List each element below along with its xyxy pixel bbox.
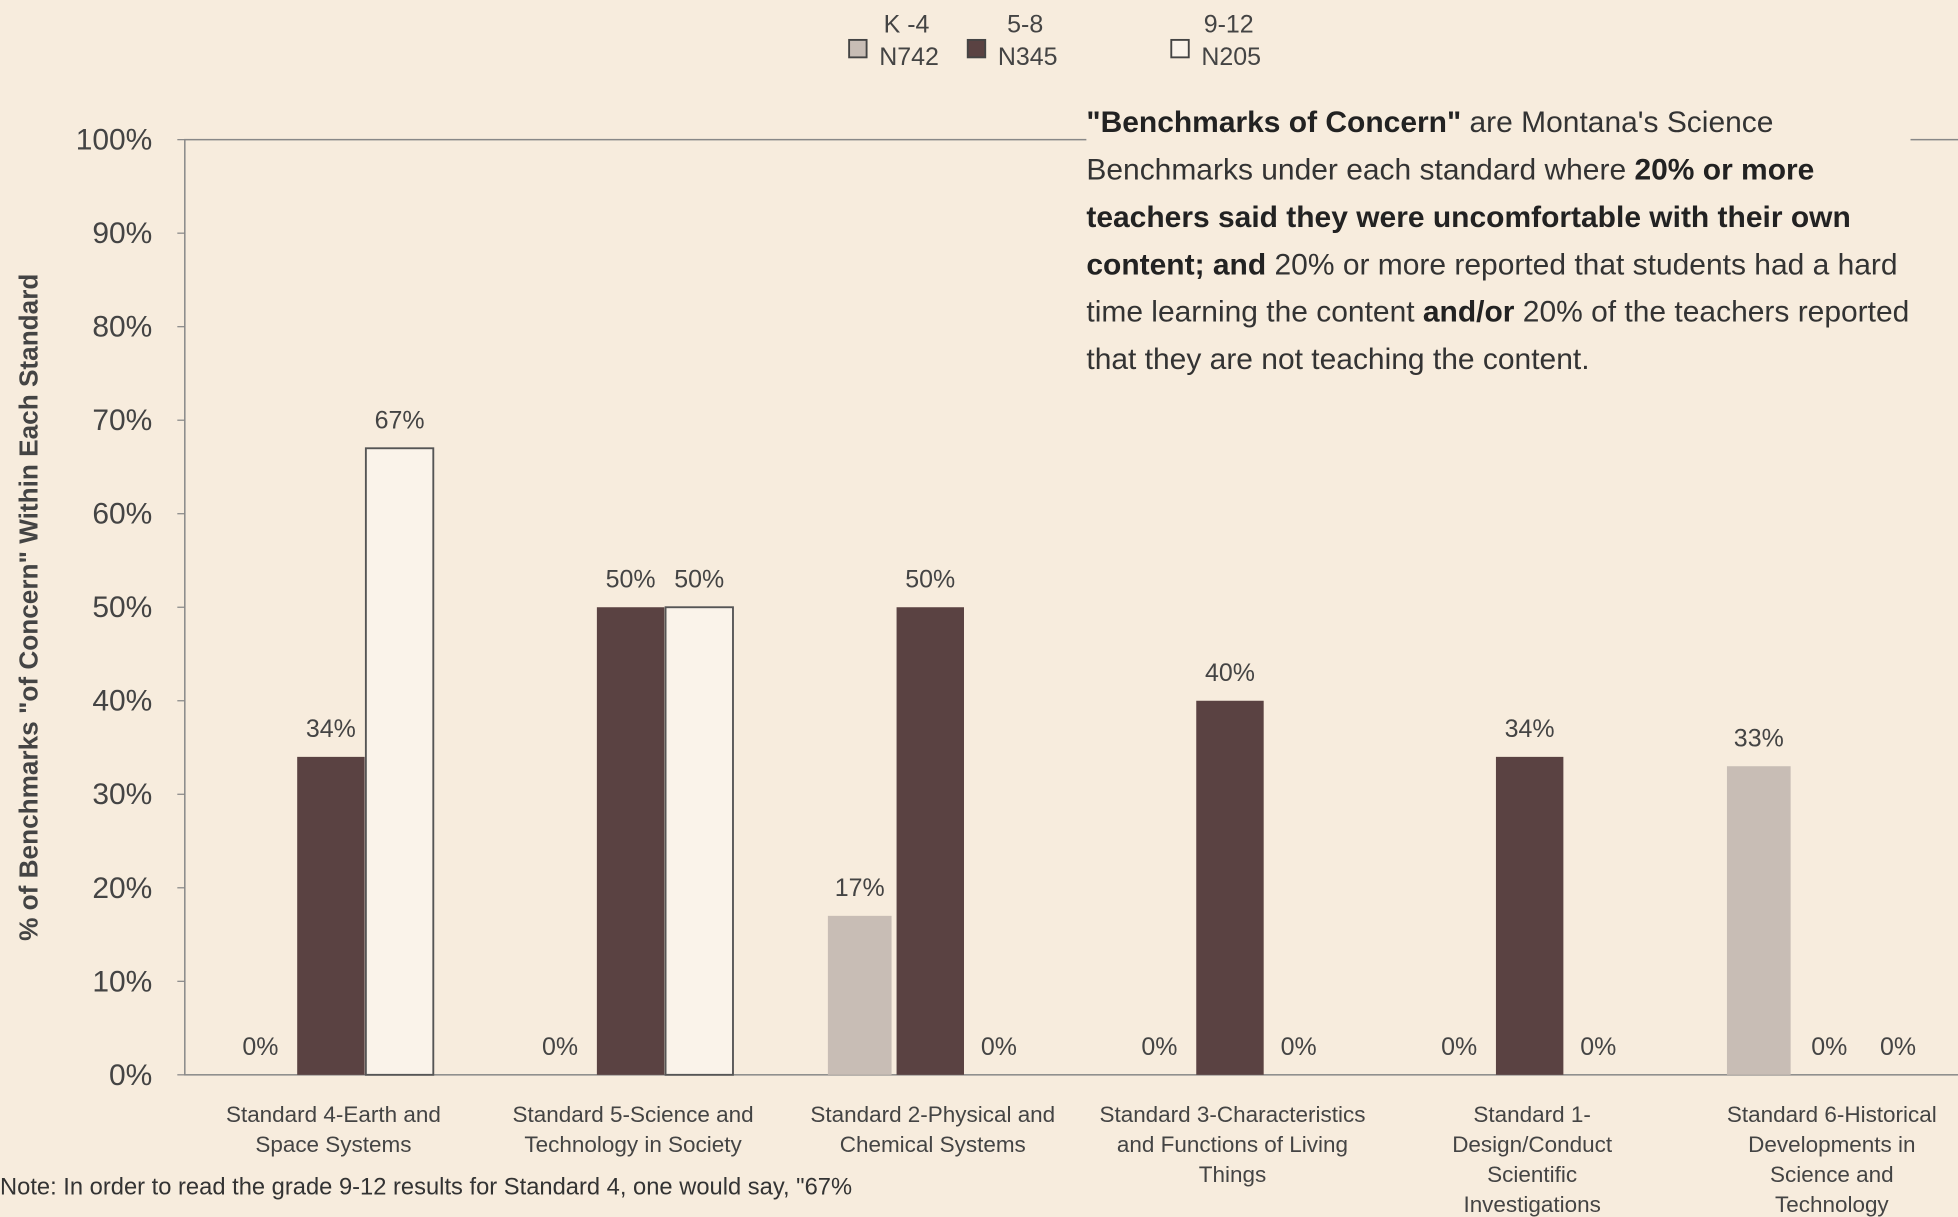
value-label: 0% [1441, 1033, 1477, 1061]
y-tick-label: 70% [92, 404, 152, 437]
bar [1495, 756, 1564, 1075]
legend-sample: N345 [998, 43, 1058, 71]
annotation-run: 20% of the teachers reported that they a… [1086, 295, 1910, 377]
value-label: 67% [375, 406, 425, 434]
note: Note: In order to read the grade 9-12 re… [0, 1174, 853, 1201]
x-tick-label: Scientific [1487, 1162, 1577, 1187]
value-label: 50% [606, 565, 656, 593]
y-tick-label: 100% [76, 124, 153, 157]
x-tick-label: Chemical Systems [840, 1132, 1026, 1157]
bar [1196, 700, 1264, 1075]
x-tick-label: Developments in [1748, 1132, 1915, 1157]
x-tick-label: Standard 6-Historical [1727, 1102, 1937, 1127]
legend-sample: N742 [879, 43, 939, 71]
value-label: 0% [242, 1033, 278, 1061]
value-label: 0% [1880, 1033, 1916, 1061]
value-label: 17% [835, 874, 885, 902]
y-tick-label: 90% [92, 217, 152, 250]
x-tick-label: Standard 5-Science and [513, 1102, 754, 1127]
y-tick-label: 40% [92, 685, 152, 718]
legend-swatch [848, 38, 868, 59]
x-tick-label: Standard 3-Characteristics [1099, 1102, 1365, 1127]
x-tick-label: Technology [1775, 1192, 1889, 1217]
value-label: 0% [542, 1033, 578, 1061]
bar [664, 606, 734, 1076]
bar [827, 915, 892, 1075]
y-axis-label: % of Benchmarks "of Concern" Within Each… [13, 274, 43, 941]
bar [364, 447, 435, 1076]
y-tick-label: 0% [109, 1059, 152, 1092]
x-tick-label: Standard 1- [1473, 1102, 1590, 1127]
y-tick-label: 60% [92, 498, 152, 531]
value-label: 0% [1141, 1033, 1177, 1061]
annotation-run: 20% or more reported that students had a… [1086, 248, 1898, 330]
legend-label: 5-8 [1007, 10, 1043, 38]
bar [297, 756, 365, 1075]
value-label: 50% [674, 565, 724, 593]
x-tick-label: Investigations [1463, 1192, 1600, 1217]
x-tick-label: Space Systems [255, 1132, 411, 1157]
value-label: 50% [905, 565, 955, 593]
y-tick-label: 50% [92, 591, 152, 624]
annotation-run: 20% or more teachers said they were unco… [1086, 153, 1851, 282]
legend-swatch [966, 38, 987, 59]
legend-label: K -4 [884, 10, 930, 38]
value-label: 34% [306, 715, 356, 743]
legend-sample: N205 [1201, 43, 1261, 71]
value-label: 0% [1580, 1033, 1616, 1061]
value-label: 40% [1205, 659, 1255, 687]
legend-swatch [1170, 38, 1190, 59]
value-label: 34% [1505, 715, 1555, 743]
value-label: 0% [1811, 1033, 1847, 1061]
value-label: 33% [1734, 724, 1784, 752]
annotation-run: are Montana's Science Benchmarks under e… [1086, 105, 1774, 188]
x-tick-label: and Functions of Living [1117, 1132, 1348, 1157]
x-tick-label: Standard 2-Physical and [810, 1102, 1055, 1127]
x-tick-label: Science and [1770, 1162, 1894, 1187]
legend-label: 9-12 [1204, 10, 1254, 38]
x-tick-label: Things [1199, 1162, 1266, 1187]
bar [1726, 766, 1791, 1075]
x-tick-label: Standard 4-Earth and [226, 1102, 441, 1127]
y-tick-label: 30% [92, 778, 152, 811]
y-tick-label: 80% [92, 311, 152, 344]
y-tick-label: 20% [92, 872, 152, 905]
bar [596, 607, 665, 1075]
bar [896, 607, 964, 1075]
value-label: 0% [981, 1033, 1017, 1061]
x-tick-label: Design/Conduct [1452, 1132, 1613, 1157]
annotation: "Benchmarks of Concern" are Montana's Sc… [1086, 99, 1911, 385]
value-label: 0% [1281, 1033, 1317, 1061]
annotation-run: and/or [1422, 295, 1515, 330]
y-tick-label: 10% [92, 965, 152, 998]
annotation-run: "Benchmarks of Concern" [1086, 105, 1462, 140]
x-tick-label: Technology in Society [524, 1132, 742, 1157]
